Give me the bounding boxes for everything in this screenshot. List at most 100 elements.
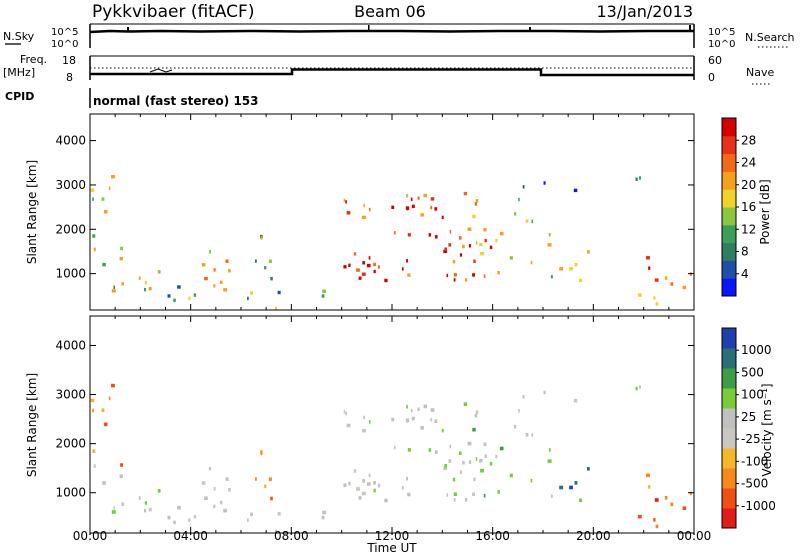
- nave-tick-bottom: 0: [708, 71, 715, 84]
- velocity-echo-cell: [113, 506, 115, 510]
- power-echo-cell: [93, 247, 96, 252]
- y-tick-label: 4000: [55, 134, 86, 148]
- power-echo-cell: [479, 242, 483, 247]
- power-echo-cell: [92, 234, 96, 238]
- velocity-echo-cell: [579, 498, 583, 503]
- velocity-echo-cell: [475, 410, 479, 414]
- power-echo-cell: [637, 293, 642, 297]
- velocity-echo-cell: [93, 464, 96, 468]
- velocity-echo-cell: [157, 489, 161, 493]
- velocity-echo-cell: [144, 501, 147, 505]
- power-echo-cell: [401, 267, 404, 271]
- velocity-echo-cell: [225, 477, 229, 481]
- colorbar-swatch: [722, 118, 736, 137]
- velocity-echo-cell: [453, 498, 456, 502]
- velocity-x-ticks: [89, 316, 695, 533]
- velocity-echo-cell: [373, 481, 376, 485]
- y-tick-label: 1000: [55, 267, 86, 281]
- power-echo-cell: [411, 204, 415, 209]
- power-echo-cell: [548, 233, 551, 237]
- velocity-echo-cell: [366, 482, 371, 486]
- nsky-tick-bottom: 10^0: [51, 39, 78, 50]
- time-axis-title: Time UT: [366, 541, 417, 554]
- velocity-echo-cell: [353, 469, 357, 473]
- power-echo-cell: [434, 207, 438, 211]
- colorbar-tick-label: 20: [741, 178, 756, 192]
- velocity-echo-cell: [474, 413, 478, 418]
- power-colorbar-label: Power [dB]: [758, 179, 772, 244]
- velocity-echo-cell: [670, 502, 674, 507]
- velocity-echo-cell: [463, 402, 468, 406]
- colorbar-tick-label: 500: [741, 365, 764, 379]
- velocity-echo-cell: [148, 507, 152, 512]
- power-echo-cell: [417, 196, 420, 200]
- velocity-echo-cell: [346, 423, 351, 428]
- velocity-echo-cell: [484, 454, 487, 458]
- velocity-echo-cell: [530, 478, 533, 483]
- power-echo-cell: [250, 291, 253, 295]
- power-echo-cell: [208, 250, 211, 254]
- velocity-echo-cell: [639, 385, 641, 389]
- power-echo-cell: [407, 273, 411, 277]
- velocity-echo-cell: [483, 442, 487, 446]
- colorbar-swatch: [722, 278, 736, 297]
- y-tick-label: 1000: [55, 486, 86, 500]
- velocity-echo-cell: [444, 464, 447, 468]
- velocity-echo-cell: [167, 515, 171, 520]
- colorbar-swatch: [722, 508, 736, 529]
- power-echo-cell: [547, 243, 552, 247]
- power-echo-cell: [264, 266, 267, 270]
- power-echo-cell: [475, 241, 478, 245]
- velocity-echo-cell: [459, 451, 462, 456]
- velocity-echo-cell: [407, 492, 411, 497]
- power-echo-cell: [373, 269, 376, 274]
- velocity-echo-cell: [428, 448, 432, 452]
- power-echo-cell: [423, 193, 427, 198]
- power-echo-cell: [108, 186, 111, 190]
- velocity-echo-cell: [467, 441, 472, 446]
- velocity-echo-cell: [101, 408, 105, 413]
- power-echo-cell: [102, 262, 106, 267]
- power-echo-cell: [157, 270, 161, 274]
- velocity-echo-cell: [653, 518, 656, 522]
- power-echo-cell: [260, 236, 263, 240]
- velocity-echo-cell: [358, 496, 362, 500]
- velocity-echo-cell: [646, 473, 650, 478]
- velocity-y-axis: 1000 2000 3000 4000: [55, 338, 694, 500]
- colorbar-tick-label: -100: [741, 454, 768, 468]
- power-echo-cell: [459, 236, 462, 240]
- power-echo-cell: [462, 244, 465, 249]
- velocity-echo-cell: [472, 427, 476, 432]
- power-echo-cell: [573, 188, 578, 193]
- power-echo-cell: [428, 233, 432, 237]
- power-plot-frame: [89, 113, 695, 311]
- velocity-echo-cell: [193, 514, 197, 519]
- power-echo-cell: [113, 285, 115, 289]
- power-echo-cell: [452, 259, 456, 264]
- colorbar-tick-label: 24: [741, 156, 756, 170]
- velocity-echo-cell: [489, 462, 493, 466]
- velocity-echo-cell: [406, 476, 408, 481]
- velocity-echo-cell: [277, 512, 281, 516]
- power-echo-cell: [368, 207, 371, 212]
- power-echo-cell: [530, 260, 533, 265]
- power-echo-cell: [474, 202, 478, 206]
- power-echo-cell: [446, 273, 449, 278]
- power-echo-cell: [473, 259, 476, 263]
- power-echo-cell: [559, 267, 564, 271]
- colorbar-swatch: [722, 207, 736, 226]
- power-echo-cell: [550, 275, 553, 279]
- power-echo-cell: [362, 215, 366, 220]
- colorbar-tick-label: -500: [741, 477, 768, 491]
- power-echo-cell: [472, 273, 475, 277]
- colorbar-swatch: [722, 388, 736, 409]
- power-y-axis: 1000 2000 3000 4000: [55, 134, 694, 281]
- velocity-echo-cell: [384, 498, 388, 503]
- velocity-echo-cell: [322, 510, 327, 515]
- x-tick-label: 20:00: [576, 529, 611, 543]
- velocity-echo-cell: [434, 450, 438, 454]
- colorbar-frame: [721, 327, 737, 529]
- velocity-echo-cell: [548, 448, 551, 452]
- power-echo-cell: [574, 263, 578, 267]
- power-echo-cell: [213, 284, 216, 288]
